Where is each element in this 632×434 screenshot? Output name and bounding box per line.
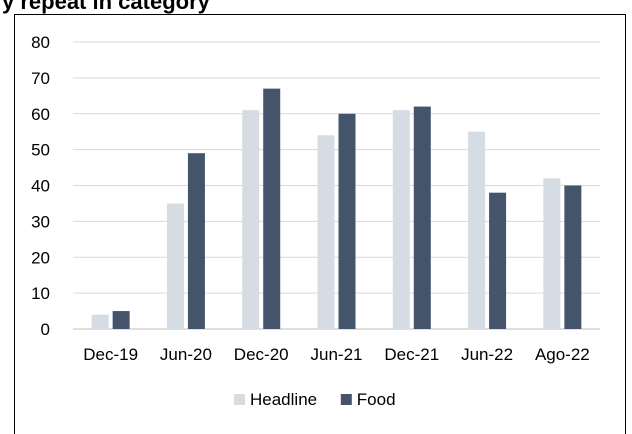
y-tick-label: 40 <box>31 177 50 196</box>
bar-food <box>263 88 281 329</box>
bar-headline <box>166 203 184 329</box>
x-tick-label: Jun-22 <box>461 345 513 364</box>
y-tick-label: 30 <box>31 212 50 231</box>
legend-swatch-food <box>340 394 352 405</box>
x-tick-label: Jun-20 <box>160 345 212 364</box>
y-tick-label: 20 <box>31 248 50 267</box>
x-tick-label: Dec-20 <box>234 345 289 364</box>
bar-headline <box>543 178 561 329</box>
bar-headline <box>468 131 486 329</box>
chart-title: y repeat in category <box>2 0 210 14</box>
x-axis-ticks: Dec-19 Jun-20 Dec-20 Jun-21 Dec-21 Jun-22 Ago-… <box>83 345 590 364</box>
y-tick-label: 70 <box>31 69 50 88</box>
gridlines <box>73 41 600 330</box>
y-tick-label: 0 <box>41 320 50 339</box>
bar-headline <box>91 314 109 329</box>
y-axis-ticks: 0 10 20 30 40 50 60 70 80 <box>31 33 50 339</box>
bars <box>91 88 582 329</box>
y-tick-label: 80 <box>31 33 50 52</box>
x-tick-label: Dec-19 <box>83 345 138 364</box>
x-tick-label: Ago-22 <box>535 345 590 364</box>
bar-food <box>112 311 130 329</box>
x-tick-label: Dec-21 <box>384 345 439 364</box>
bar-food <box>489 192 507 329</box>
bar-food <box>413 106 431 329</box>
bar-headline <box>317 135 335 329</box>
bar-food <box>564 185 582 329</box>
bar-headline <box>392 110 410 329</box>
y-tick-label: 10 <box>31 284 50 303</box>
bar-headline <box>242 110 260 329</box>
bar-food <box>187 153 205 329</box>
legend-label-headline: Headline <box>250 390 317 409</box>
chart-title-strip: y repeat in category <box>0 0 632 14</box>
bar-food <box>338 113 356 329</box>
y-tick-label: 50 <box>31 141 50 160</box>
y-tick-label: 60 <box>31 105 50 124</box>
chart-frame <box>14 14 626 434</box>
legend-swatch-headline <box>234 394 245 405</box>
legend-label-food: Food <box>357 390 396 409</box>
legend: Headline Food <box>234 390 396 409</box>
x-tick-label: Jun-21 <box>311 345 363 364</box>
